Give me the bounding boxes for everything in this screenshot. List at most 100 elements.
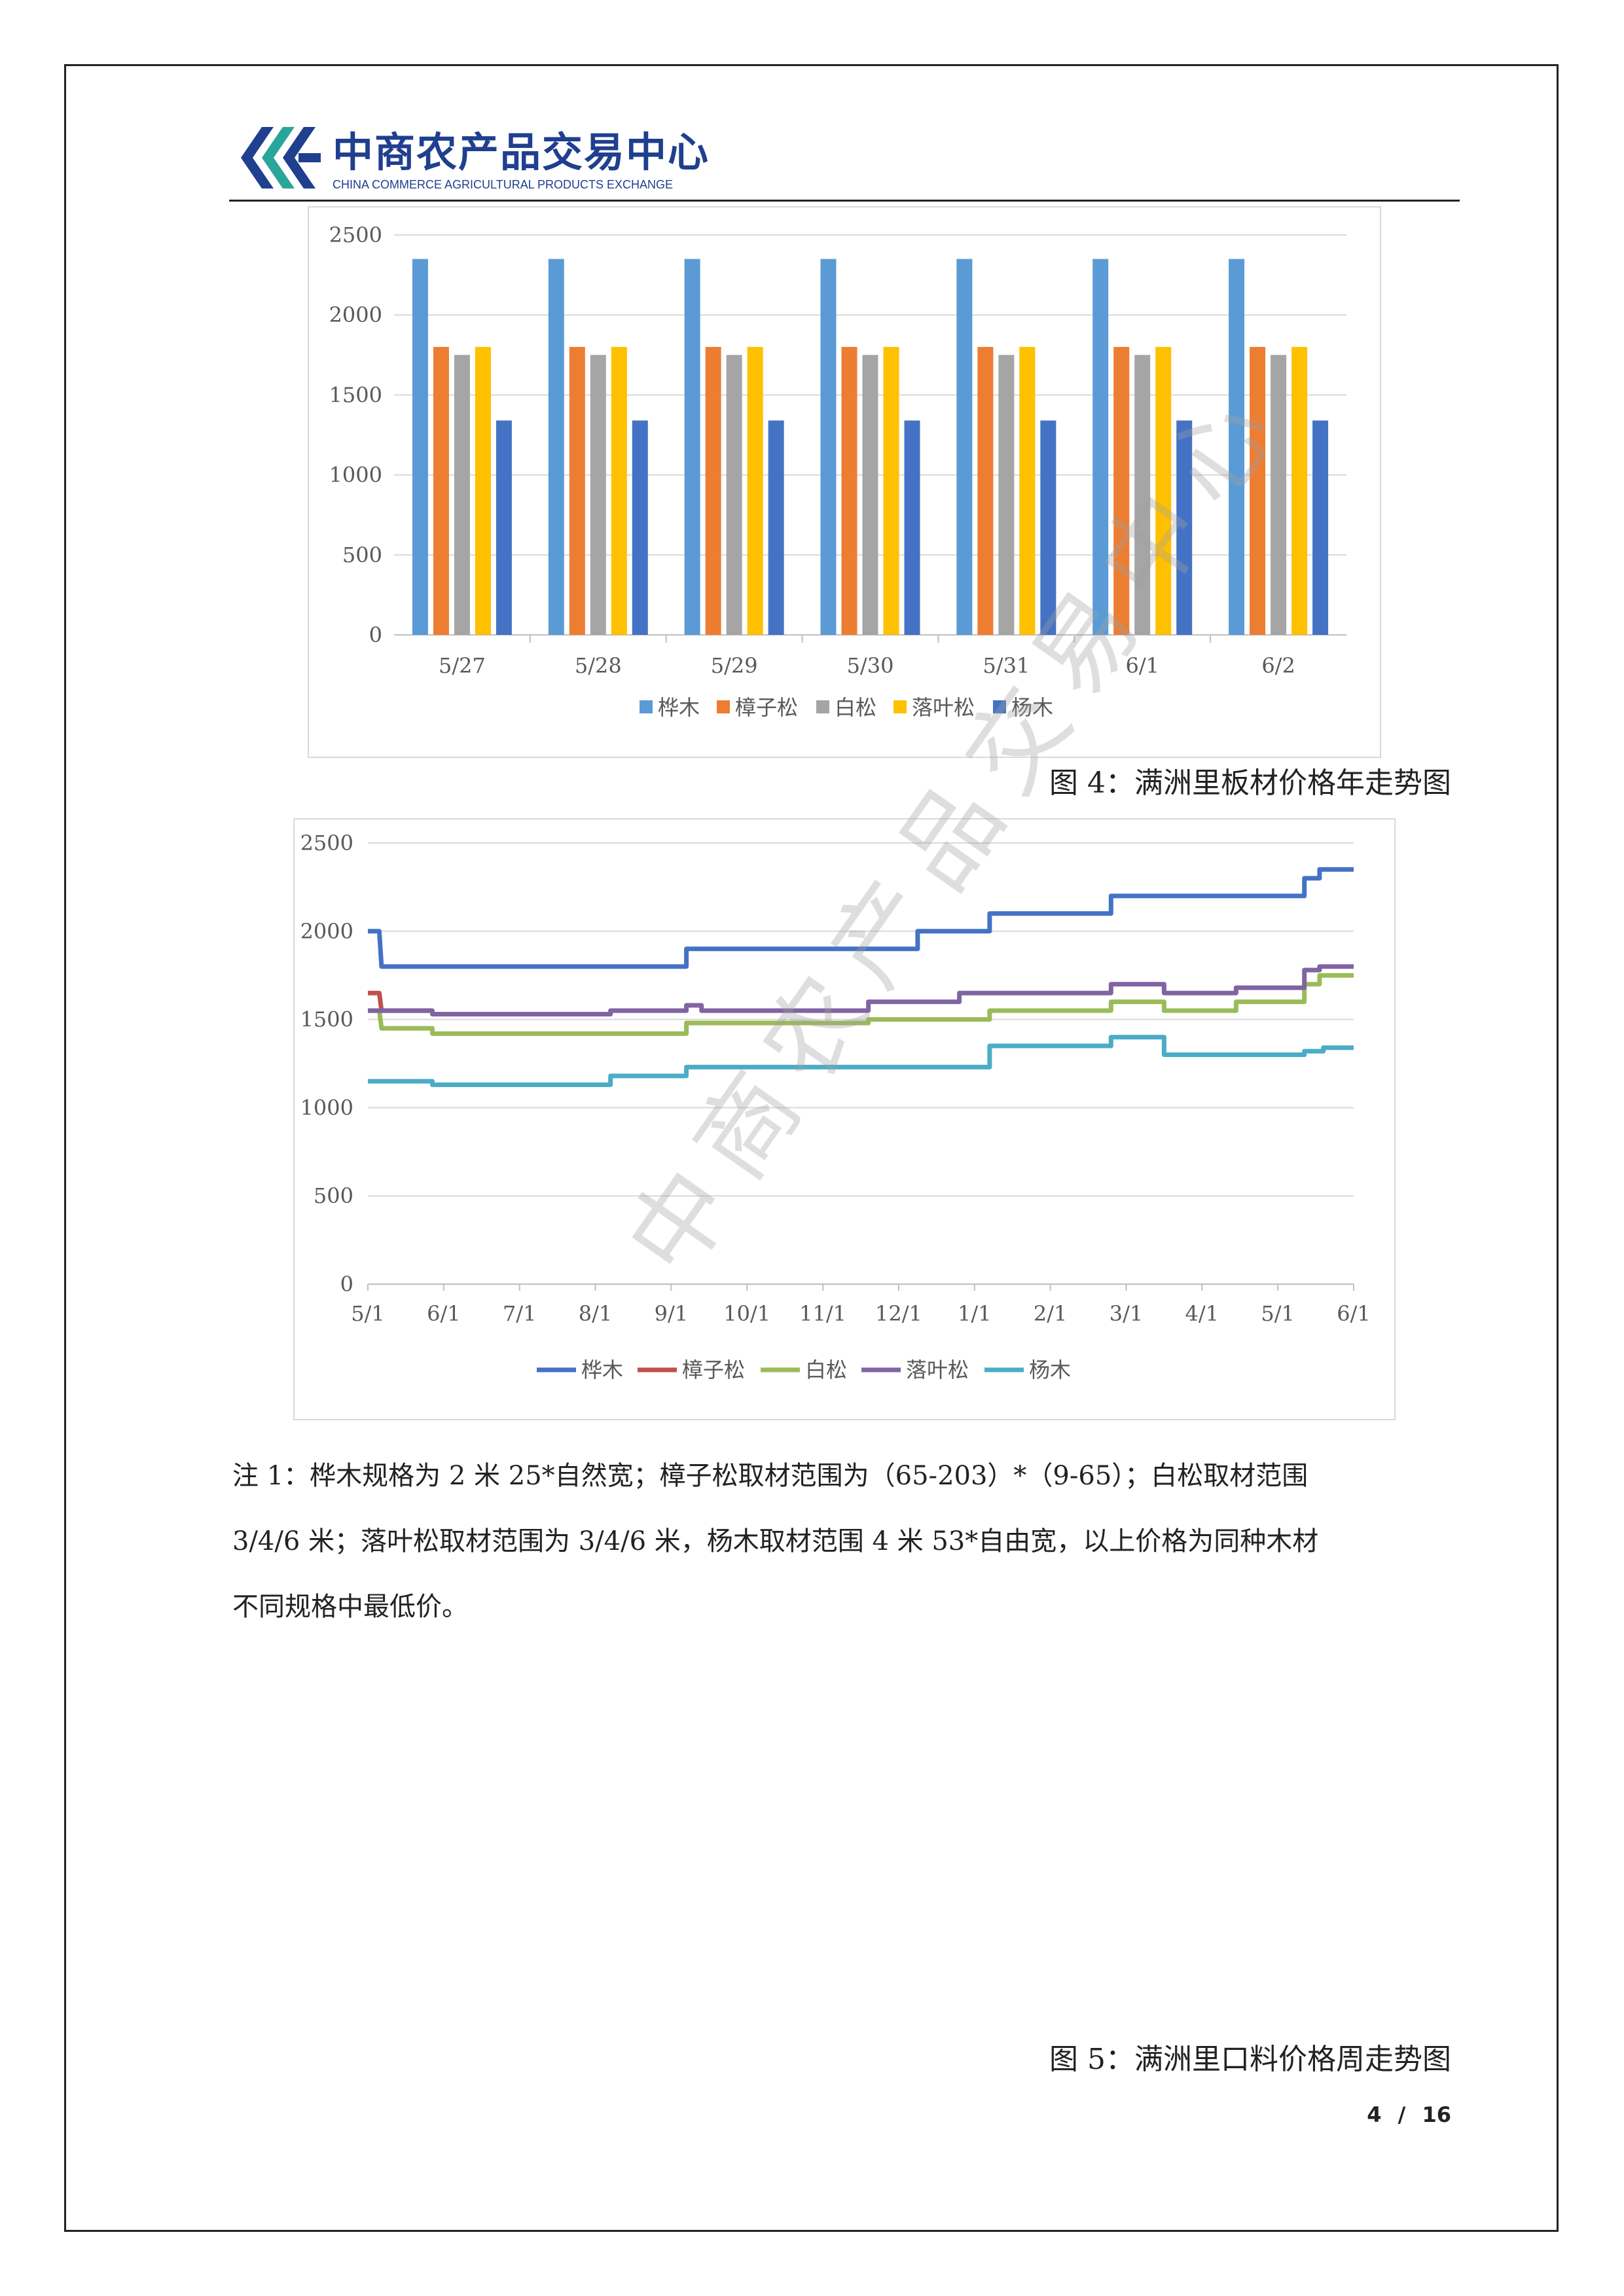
- legend-label: 杨木: [1011, 695, 1053, 720]
- x-tick-label: 5/27: [439, 653, 486, 678]
- logo-text-en: CHINA COMMERCE AGRICULTURAL PRODUCTS EXC…: [333, 178, 674, 191]
- y-tick-label: 1000: [300, 1095, 353, 1120]
- bar-杨木: [1312, 420, 1329, 635]
- bar-杨木: [632, 420, 648, 635]
- note-paragraph: 注 1：桦木规格为 2 米 25*自然宽；樟子松取材范围为（65-203）*（9…: [232, 1443, 1463, 1640]
- bar-桦木: [820, 259, 837, 635]
- page-number: 4 / 16: [1367, 2102, 1451, 2127]
- x-tick-label: 12/1: [875, 1301, 922, 1326]
- bar-杨木: [1040, 420, 1056, 635]
- x-tick-label: 1/1: [958, 1301, 992, 1326]
- x-tick-label: 7/1: [503, 1301, 537, 1326]
- x-tick-label: 5/30: [847, 653, 894, 678]
- bar-樟子松: [705, 347, 721, 635]
- y-tick-label: 1500: [300, 1007, 353, 1032]
- bar-白松: [862, 355, 878, 635]
- x-tick-label: 11/1: [799, 1301, 846, 1326]
- bar-落叶松: [1019, 347, 1036, 635]
- x-tick-label: 5/1: [1261, 1301, 1295, 1326]
- bar-杨木: [496, 420, 512, 635]
- line-chart: 0 500 1000 1500 2000 2500 5/1 6/1 7/1 8/1 9/1 10/1 1…: [300, 831, 1371, 1382]
- bar-杨木: [1176, 420, 1193, 635]
- x-tick-label: 5/1: [351, 1301, 385, 1326]
- series-line-樟子松: [368, 990, 433, 1013]
- logo-mark-icon: [241, 127, 321, 188]
- bar-白松: [998, 355, 1015, 635]
- y-tick-label: 0: [340, 1272, 353, 1297]
- y-tick-label: 2500: [329, 223, 382, 247]
- legend-label: 白松: [835, 695, 876, 720]
- series-line-桦木: [368, 867, 1354, 969]
- header-rule: [229, 200, 1460, 202]
- legend-swatch: [640, 700, 653, 713]
- y-tick-label: 2000: [329, 302, 382, 327]
- legend-swatch: [816, 700, 829, 713]
- figure-5-caption: 图 5：满洲里口料价格周走势图: [1049, 2043, 1451, 2076]
- note-line-3: 不同规格中最低价。: [232, 1592, 468, 1622]
- bar-樟子松: [433, 347, 449, 635]
- bar-杨木: [768, 420, 784, 635]
- y-tick-label: 500: [314, 1183, 353, 1208]
- y-tick-label: 1500: [329, 382, 382, 407]
- logo-text-cn: 中商农产品交易中心: [333, 128, 710, 176]
- x-tick-label: 5/31: [983, 653, 1030, 678]
- bar-chart-container: 0 500 1000 1500 2000 2500 5/27 5/28 5/29 5/30 5/31…: [308, 206, 1381, 758]
- bar-白松: [454, 355, 470, 635]
- legend-label: 桦木: [658, 695, 700, 720]
- legend-label: 落叶松: [906, 1357, 969, 1382]
- x-tick-label: 8/1: [579, 1301, 613, 1326]
- x-tick-label: 10/1: [723, 1301, 770, 1326]
- y-tick-label: 0: [369, 622, 382, 647]
- y-tick-label: 2500: [300, 831, 353, 855]
- company-logo: 中商农产品交易中心 CHINA COMMERCE AGRICULTURAL PR…: [236, 117, 708, 195]
- y-tick-label: 1000: [329, 463, 382, 488]
- legend-label: 落叶松: [912, 695, 975, 720]
- bar-白松: [726, 355, 742, 635]
- bar-杨木: [904, 420, 920, 635]
- bar-樟子松: [1113, 347, 1130, 635]
- series-line-杨木: [368, 1035, 1354, 1087]
- x-tick-label: 9/1: [655, 1301, 689, 1326]
- legend-label: 樟子松: [682, 1357, 745, 1382]
- bar-白松: [590, 355, 606, 635]
- bar-落叶松: [1155, 347, 1172, 635]
- x-tick-label: 3/1: [1110, 1301, 1144, 1326]
- legend-swatch: [717, 700, 730, 713]
- bar-白松: [1271, 355, 1287, 635]
- page-current: 4: [1367, 2102, 1382, 2127]
- series-line-白松: [368, 973, 1354, 1036]
- page-frame: [64, 64, 1559, 2232]
- legend-swatch: [993, 700, 1006, 713]
- legend-swatch: [893, 700, 907, 713]
- bar-桦木: [684, 259, 700, 635]
- line-chart-container: 0 500 1000 1500 2000 2500 5/1 6/1 7/1 8/1 9/1 10/1 1…: [293, 818, 1396, 1420]
- bar-桦木: [548, 259, 564, 635]
- note-line-1: 注 1：桦木规格为 2 米 25*自然宽；樟子松取材范围为（65-203）*（9…: [232, 1461, 1308, 1491]
- legend-label: 杨木: [1029, 1357, 1071, 1382]
- x-tick-label: 6/2: [1261, 653, 1295, 678]
- bar-桦木: [412, 259, 428, 635]
- legend-label: 白松: [805, 1357, 847, 1382]
- bar-落叶松: [883, 347, 899, 635]
- y-tick-label: 500: [342, 543, 382, 567]
- page-total: 16: [1422, 2102, 1451, 2127]
- bar-桦木: [1229, 259, 1245, 635]
- bar-白松: [1134, 355, 1151, 635]
- bar-樟子松: [841, 347, 857, 635]
- bar-樟子松: [1250, 347, 1266, 635]
- bar-桦木: [956, 259, 973, 635]
- x-tick-label: 4/1: [1185, 1301, 1219, 1326]
- bar-樟子松: [569, 347, 585, 635]
- bar-落叶松: [747, 347, 763, 635]
- figure-4-caption: 图 4：满洲里板材价格年走势图: [1049, 766, 1451, 800]
- note-line-2: 3/4/6 米；落叶松取材范围为 3/4/6 米，杨木取材范围 4 米 53*自…: [232, 1526, 1319, 1556]
- x-tick-label: 5/29: [711, 653, 758, 678]
- bar-桦木: [1092, 259, 1109, 635]
- bar-樟子松: [977, 347, 994, 635]
- series-line-落叶松: [368, 964, 1354, 1016]
- x-tick-label: 6/1: [427, 1301, 461, 1326]
- bar-落叶松: [475, 347, 491, 635]
- legend-label: 桦木: [581, 1357, 623, 1382]
- bar-chart: 0 500 1000 1500 2000 2500 5/27 5/28 5/29 5/30 5/31…: [329, 223, 1346, 720]
- page-separator: /: [1398, 2102, 1406, 2127]
